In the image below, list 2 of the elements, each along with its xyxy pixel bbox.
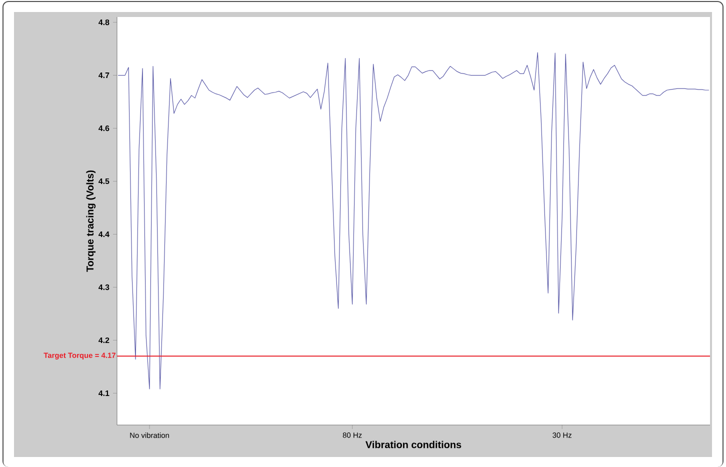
y-axis-title: Torque tracing (Volts)	[86, 170, 96, 272]
x-axis-title: Vibration conditions	[366, 440, 462, 448]
